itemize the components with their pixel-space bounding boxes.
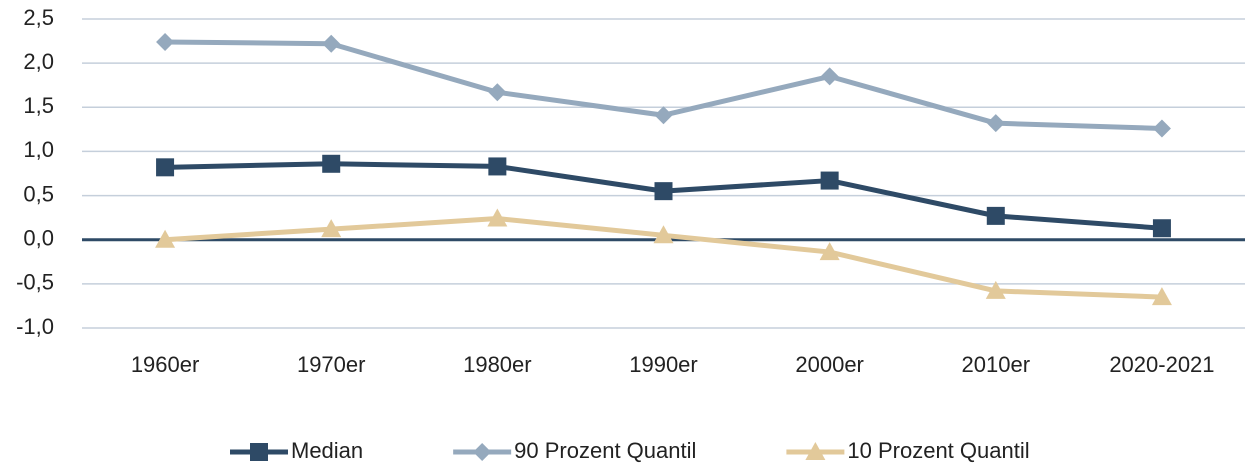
marker xyxy=(322,34,341,53)
marker xyxy=(653,225,674,244)
y-tick-label: 1,0 xyxy=(23,137,54,162)
marker xyxy=(654,182,673,201)
x-tick-label: 2000er xyxy=(795,352,864,377)
x-tick-label: 1970er xyxy=(297,352,366,377)
x-tick-label: 1960er xyxy=(131,352,200,377)
y-tick-label: -1,0 xyxy=(16,314,54,339)
marker xyxy=(819,242,840,261)
marker xyxy=(250,443,268,461)
marker xyxy=(1152,219,1171,238)
marker xyxy=(322,154,341,173)
y-tick-label: 1,5 xyxy=(23,93,54,118)
marker xyxy=(805,442,826,460)
marker xyxy=(820,171,839,190)
marker xyxy=(321,219,342,238)
legend-label: 90 Prozent Quantil xyxy=(514,438,696,463)
x-tick-label: 2010er xyxy=(962,352,1031,377)
marker xyxy=(156,158,175,177)
marker xyxy=(1152,119,1171,138)
marker xyxy=(156,32,175,51)
marker xyxy=(986,206,1005,225)
legend-label: Median xyxy=(291,438,363,463)
marker xyxy=(488,83,507,102)
marker xyxy=(1151,287,1172,306)
legend-label: 10 Prozent Quantil xyxy=(847,438,1029,463)
marker xyxy=(488,157,507,176)
marker xyxy=(986,114,1005,133)
y-tick-label: 2,5 xyxy=(23,5,54,30)
marker xyxy=(155,229,176,248)
marker xyxy=(473,443,492,461)
y-tick-label: 2,0 xyxy=(23,49,54,74)
x-tick-label: 1980er xyxy=(463,352,532,377)
marker xyxy=(654,106,673,125)
y-tick-label: -0,5 xyxy=(16,270,54,295)
marker xyxy=(985,280,1006,299)
x-tick-label: 2020-2021 xyxy=(1109,352,1214,377)
marker xyxy=(487,208,508,227)
marker xyxy=(820,67,839,86)
y-tick-label: 0,0 xyxy=(23,226,54,251)
x-tick-label: 1990er xyxy=(629,352,698,377)
y-tick-label: 0,5 xyxy=(23,181,54,206)
